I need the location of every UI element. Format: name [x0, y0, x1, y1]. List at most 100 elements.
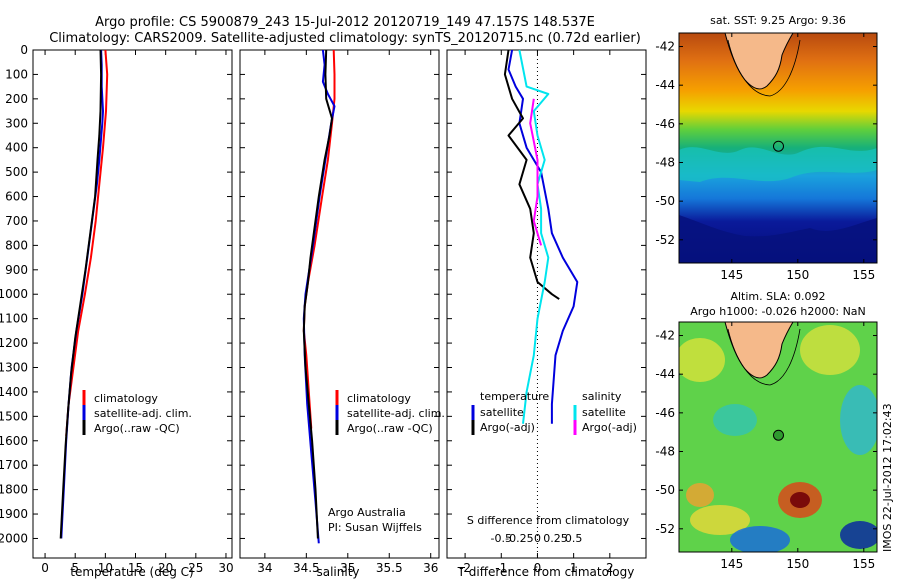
sla-blob: [840, 385, 877, 455]
salinity-x-ticks: 34 34.5 35 35.5 36: [240, 49, 439, 575]
sla-map-frame: [678, 321, 878, 553]
salinity-legend: climatology satellite-adj. clim. Argo(..…: [335, 390, 445, 435]
depth-tick-label: 1000: [0, 287, 28, 301]
lat-tick-label: -50: [655, 194, 675, 208]
legend-label-climatology: climatology: [94, 392, 158, 405]
depth-tick-label: 700: [5, 214, 28, 228]
sla-blob: [679, 338, 725, 382]
difference-panel: -2 -1 0 1 2 -0.5-0.25 0 0.250.5 S difference f…: [446, 49, 647, 579]
depth-tick-label: 900: [5, 263, 28, 277]
lon-tick-label: 155: [852, 268, 875, 282]
lon-tick-label: 145: [720, 557, 743, 571]
salinity-difference-ticks: -0.5-0.25 0 0.250.5: [491, 532, 583, 545]
figure-title-line1: Argo profile: CS 5900879_243 15-Jul-2012…: [95, 15, 595, 30]
temperature-series-lines: [59, 49, 109, 539]
s-difference-label: S difference from climatology: [467, 514, 630, 527]
series-line-blue: [507, 49, 579, 424]
lon-tick-label: 150: [786, 557, 809, 571]
argo-australia-label: Argo Australia: [328, 506, 406, 519]
x-tick-label: 0: [41, 561, 49, 575]
salinity-xlabel: salinity: [316, 565, 359, 579]
s-tick-label: -0.5: [491, 532, 512, 545]
lat-tick-label: -50: [655, 483, 675, 497]
depth-tick-label: 2000: [0, 531, 28, 545]
legend-label-climatology: climatology: [347, 392, 411, 405]
depth-tick-label: 0: [20, 43, 28, 57]
depth-tick-label: 1200: [0, 336, 28, 350]
depth-tick-label: 500: [5, 165, 28, 179]
temperature-panel: 0100200300400500600700800900100011001200…: [0, 43, 234, 579]
lon-tick-label: 150: [786, 268, 809, 282]
sst-front-band: [679, 146, 877, 182]
lat-tick-label: -42: [655, 40, 675, 54]
legend-label-satellite: satellite-adj. clim.: [347, 407, 445, 420]
sla-contour: [727, 328, 801, 386]
depth-tick-label: 800: [5, 238, 28, 252]
series-line-black: [302, 49, 333, 539]
x-tick-label: -2: [459, 561, 471, 575]
series-line-red: [302, 49, 336, 429]
lat-tick-label: -48: [655, 444, 675, 458]
temperature-x-ticks: 0 5 10 15 20 25 30: [33, 49, 234, 575]
depth-tick-label: 1500: [0, 409, 28, 423]
depth-tick-label: 400: [5, 141, 28, 155]
x-tick-label: 20: [158, 561, 173, 575]
depth-tick-label: 100: [5, 67, 28, 81]
s-tick-label: -0.25: [505, 532, 533, 545]
t-difference-label: T difference from climatology: [457, 565, 635, 579]
lat-tick-label: -52: [655, 522, 675, 536]
sla-longitude-ticks: 145 150 155: [720, 322, 875, 571]
difference-series-lines: [503, 49, 579, 424]
sla-blob: [800, 325, 860, 375]
x-tick-label: 35.5: [376, 561, 403, 575]
legend-header-salinity: salinity: [582, 390, 622, 403]
x-tick-label: 10: [98, 561, 113, 575]
lat-tick-label: -44: [655, 367, 675, 381]
temperature-axes-frame: [32, 49, 233, 559]
x-tick-label: 34: [257, 561, 272, 575]
depth-tick-labels: 0 100 200 300 400 500 600 700 800 900 1000 1100 1200…: [0, 43, 28, 545]
sla-blob: [730, 526, 790, 552]
lon-tick-label: 155: [852, 557, 875, 571]
salinity-panel: 34 34.5 35 35.5 36 salinity climatology sate…: [239, 49, 445, 579]
x-tick-label: -1: [495, 561, 507, 575]
salinity-axes-frame: [239, 49, 440, 559]
series-line-black: [503, 49, 560, 300]
depth-tick-label: 1400: [0, 385, 28, 399]
legend-label-s-satellite: satellite: [582, 406, 626, 419]
sst-cold-water: [679, 215, 877, 263]
x-tick-label: 1: [570, 561, 578, 575]
float-location-marker: [772, 429, 784, 441]
depth-tick-label: 1600: [0, 434, 28, 448]
depth-tick-label: 1800: [0, 483, 28, 497]
sla-latitude-ticks: -42 -44 -46 -48 -50 -52: [655, 329, 877, 536]
sla-blob: [840, 521, 877, 549]
x-tick-label: 25: [188, 561, 203, 575]
legend-header-temperature: temperature: [480, 390, 549, 403]
sla-blob: [690, 505, 750, 535]
x-tick-label: 0: [534, 561, 542, 575]
sst-map-title: sat. SST: 9.25 Argo: 9.36: [710, 14, 846, 27]
difference-x-ticks: -2 -1 0 1 2: [447, 49, 646, 575]
sla-map-panel: Altim. SLA: 0.092 Argo h1000: -0.026 h20…: [655, 290, 894, 571]
x-tick-label: 2: [606, 561, 614, 575]
legend-label-argo: Argo(..raw -QC): [347, 422, 433, 435]
s-tick-label: 0.25: [543, 532, 568, 545]
pi-label: PI: Susan Wijffels: [328, 521, 422, 534]
depth-tick-label: 1100: [0, 312, 28, 326]
salinity-series-lines: [302, 49, 336, 544]
s-tick-label: 0.5: [565, 532, 583, 545]
lat-tick-label: -46: [655, 117, 675, 131]
legend-label-argo: Argo(..raw -QC): [94, 422, 180, 435]
s-tick-label: 0: [534, 532, 541, 545]
difference-axes-frame: [446, 49, 647, 559]
lat-tick-label: -42: [655, 329, 675, 343]
x-tick-label: 36: [423, 561, 438, 575]
depth-tick-label: 600: [5, 190, 28, 204]
depth-tick-label: 1300: [0, 361, 28, 375]
sst-map-panel: sat. SST: 9.25 Argo: 9.36 -42 -44 -46 -48 -5…: [655, 14, 878, 282]
x-tick-label: 30: [218, 561, 233, 575]
sla-map-title2: Argo h1000: -0.026 h2000: NaN: [690, 305, 866, 318]
x-tick-label: 35: [340, 561, 355, 575]
